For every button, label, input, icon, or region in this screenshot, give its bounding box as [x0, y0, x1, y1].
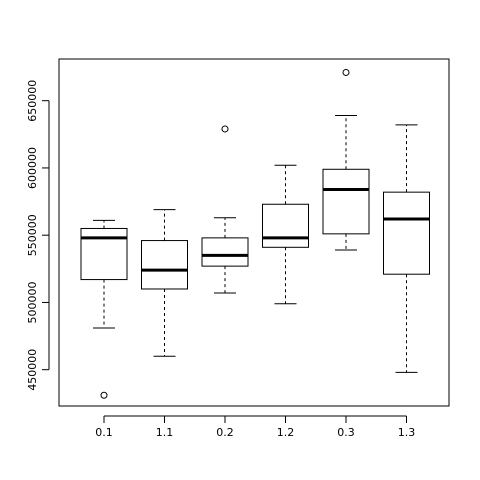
- outlier-point: [342, 68, 350, 76]
- box-1-1: [141, 209, 188, 357]
- y-tick-label: 600000: [26, 147, 39, 189]
- iqr-box: [141, 240, 188, 290]
- box-0-2: [201, 125, 249, 294]
- outlier-point: [221, 125, 229, 133]
- box-1-2: [262, 164, 309, 305]
- x-tick-label: 0.3: [337, 426, 355, 439]
- iqr-box: [201, 237, 249, 267]
- y-tick-label: 450000: [26, 349, 39, 391]
- x-tick-label: 0.1: [95, 426, 113, 439]
- x-tick-label: 1.2: [277, 426, 295, 439]
- iqr-box: [322, 168, 370, 235]
- y-axis: 450000 500000 550000 600000 650000: [26, 80, 50, 391]
- x-tick-label: 1.3: [398, 426, 416, 439]
- iqr-box: [262, 203, 309, 248]
- plot-frame: [58, 58, 450, 407]
- x-tick-label: 1.1: [156, 426, 174, 439]
- outlier-point: [100, 391, 108, 399]
- iqr-box: [383, 191, 430, 275]
- boxes-group: [80, 68, 430, 399]
- iqr-box: [80, 227, 128, 281]
- x-axis: 0.1 1.1 0.2 1.2 0.3 1.3: [95, 415, 416, 439]
- y-tick-label: 550000: [26, 214, 39, 256]
- box-0-3: [322, 68, 370, 251]
- y-tick-label: 650000: [26, 80, 39, 122]
- box-1-3: [383, 124, 430, 373]
- x-tick-label: 0.2: [216, 426, 234, 439]
- box-0-1: [80, 219, 128, 399]
- y-tick-label: 500000: [26, 281, 39, 323]
